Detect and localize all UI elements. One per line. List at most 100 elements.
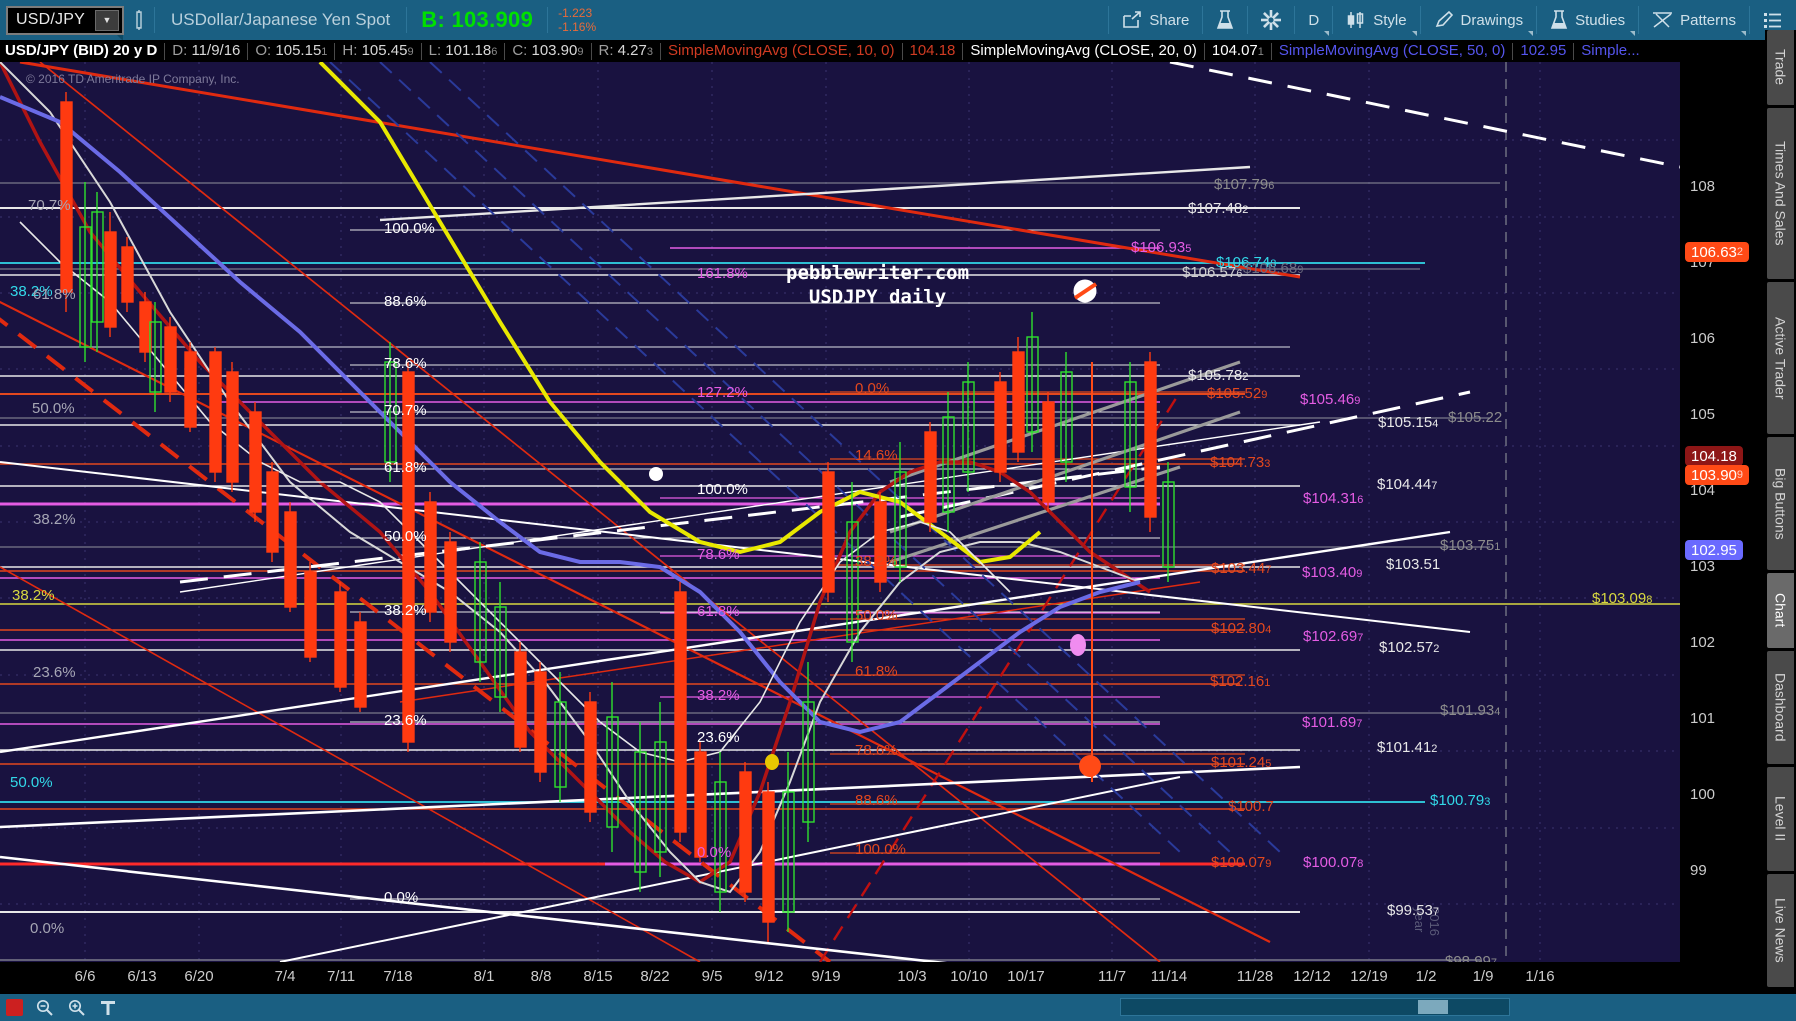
toolbar-divider [1202, 6, 1204, 34]
quote-low: L: 101.18 6 [422, 40, 505, 62]
infobar-divider [1203, 42, 1205, 60]
toolbar-divider [406, 7, 408, 33]
price-level-label: $103.447 [1211, 560, 1272, 577]
price-level-label: $105.154 [1378, 414, 1439, 431]
year-watermark: 2016 year [1412, 907, 1442, 936]
chevron-down-icon[interactable] [1528, 31, 1534, 36]
open-subdigit: 1 [321, 46, 328, 58]
range-subdigit: 3 [646, 46, 653, 58]
symbol-selector[interactable]: USD/JPY ▼ [0, 5, 124, 41]
chevron-down-icon[interactable]: ▼ [95, 9, 119, 31]
infobar-divider [962, 42, 964, 60]
date-axis-tick: 8/1 [473, 968, 495, 985]
timeframe-selector[interactable]: D [1295, 0, 1332, 40]
horizontal-scrollbar-track[interactable] [1120, 998, 1510, 1016]
price-chart-panel[interactable]: © 2016 TD Ameritrade IP Company, Inc. pe… [0, 62, 1680, 962]
sidebar-tab-level-ii[interactable]: Level II [1767, 766, 1794, 871]
drawings-menu[interactable]: Drawings [1421, 0, 1537, 40]
pivot-marker-low [1070, 634, 1086, 656]
candlestick-style-icon [1347, 12, 1364, 28]
study-sma10-name[interactable]: SimpleMovingAvg (CLOSE, 10, 0) [668, 42, 895, 59]
range-key: R: [598, 42, 614, 59]
sidebar-tab-dashboard[interactable]: Dashboard [1767, 650, 1794, 764]
candle-chart-icon[interactable] [124, 0, 154, 40]
price-level-label: $105.469 [1300, 391, 1361, 408]
price-axis-tick: 100 [1690, 786, 1716, 803]
close-subdigit: 9 [577, 46, 584, 58]
style-menu[interactable]: Style [1333, 0, 1419, 40]
pivot-marker-mid [649, 467, 663, 481]
study-sma50-name[interactable]: SimpleMovingAvg (CLOSE, 50, 0) [1278, 42, 1506, 59]
date-axis-tick: 9/19 [811, 968, 841, 985]
fib-level-label: 23.6% [33, 664, 76, 681]
style-label: Style [1373, 11, 1407, 29]
right-sidebar[interactable]: Trade Times And Sales Active Trader Big But… [1765, 30, 1796, 990]
settings-button[interactable] [1248, 0, 1294, 40]
sidebar-tab-trade[interactable]: Trade [1767, 30, 1794, 105]
infobar-divider [164, 42, 166, 60]
zoom-in-icon[interactable] [65, 997, 87, 1019]
toolbar-divider [1638, 6, 1640, 34]
change-percent: -1.16% [558, 20, 597, 34]
chevron-down-icon[interactable] [1324, 31, 1330, 36]
pivot-marker-bottom [1079, 755, 1101, 777]
sidebar-tab-label: Trade [1772, 49, 1789, 86]
study-more-label[interactable]: Simple... [1581, 42, 1640, 59]
chevron-down-icon[interactable] [1411, 31, 1417, 36]
fib-level-label: 127.2% [697, 384, 748, 401]
patterns-menu[interactable]: Patterns [1639, 0, 1749, 40]
sidebar-tab-active-trader[interactable]: Active Trader [1767, 282, 1794, 435]
infobar-divider [334, 42, 336, 60]
chevron-down-icon[interactable] [1630, 31, 1636, 36]
price-level-label: $106.935 [1131, 239, 1192, 256]
fib-level-label: 78.6% [697, 546, 740, 563]
record-indicator[interactable] [6, 999, 23, 1016]
symbol-text: USD/JPY [16, 11, 85, 28]
fib-level-label: 23.6% [384, 712, 427, 729]
sidebar-tab-chart[interactable]: Chart [1767, 572, 1794, 648]
sidebar-tab-label: Big Buttons [1772, 467, 1789, 540]
sidebar-tab-label: Active Trader [1772, 316, 1789, 400]
toolbar-divider [547, 7, 549, 33]
studies-flask-button[interactable] [1203, 0, 1247, 40]
price-level-label: $105.782 [1188, 367, 1249, 384]
horizontal-scrollbar-thumb[interactable] [1418, 1000, 1448, 1014]
zoom-out-icon[interactable] [33, 997, 55, 1019]
infobar-divider [504, 42, 506, 60]
low-key: L: [428, 42, 442, 59]
studies-menu[interactable]: Studies [1537, 0, 1638, 40]
price-axis-bubble[interactable]: 103.90 9 [1685, 465, 1750, 485]
fib-level-label: 38.2% [855, 553, 898, 570]
drawings-label: Drawings [1460, 11, 1524, 29]
symbol-input-box[interactable]: USD/JPY ▼ [6, 5, 124, 41]
price-level-label: $101.412 [1377, 739, 1438, 756]
date-axis-tick: 6/13 [127, 968, 157, 985]
date-value: 11/9/16 [191, 42, 241, 59]
chevron-down-icon[interactable] [1741, 31, 1746, 36]
grid-vertical [84, 62, 1541, 962]
price-axis-bubble[interactable]: 104.18 [1685, 446, 1743, 466]
sidebar-tab-big-buttons[interactable]: Big Buttons [1767, 437, 1794, 570]
share-button[interactable]: Share [1109, 0, 1202, 40]
infobar-divider [1573, 42, 1575, 60]
range-value: 4.27 [617, 42, 647, 59]
copyright-notice: © 2016 TD Ameritrade IP Company, Inc. [26, 72, 240, 86]
price-axis[interactable]: 108 107 106 105 104 103 102 101 100 99 106.63 2 104.… [1680, 62, 1765, 962]
price-axis-bubble[interactable]: 106.63 2 [1685, 242, 1750, 262]
price-level-label: $106.689 [1243, 260, 1304, 277]
pivot-marker-yellow [765, 754, 779, 770]
study-sma20-name[interactable]: SimpleMovingAvg (CLOSE, 20, 0) [970, 42, 1197, 59]
flask-icon [1217, 10, 1234, 29]
fib-level-label: 78.6% [384, 355, 427, 372]
sidebar-tab-times-and-sales[interactable]: Times And Sales [1767, 107, 1794, 280]
price-level-label: $107.796 [1214, 176, 1275, 193]
price-level-label: $101.934 [1440, 702, 1501, 719]
date-axis[interactable]: 6/6 6/13 6/20 7/4 7/11 7/18 8/1 8/8 8/15 8/22 9/5 9… [0, 962, 1680, 994]
price-level-label: $103.409 [1302, 564, 1363, 581]
text-tool-icon[interactable] [97, 997, 119, 1019]
price-level-label: $100.793 [1430, 792, 1491, 809]
fib-level-label: 100.0% [384, 220, 435, 237]
open-value: 105.15 [275, 42, 322, 59]
price-axis-bubble[interactable]: 102.95 [1685, 540, 1743, 560]
sidebar-tab-live-news[interactable]: Live News [1767, 873, 1794, 987]
